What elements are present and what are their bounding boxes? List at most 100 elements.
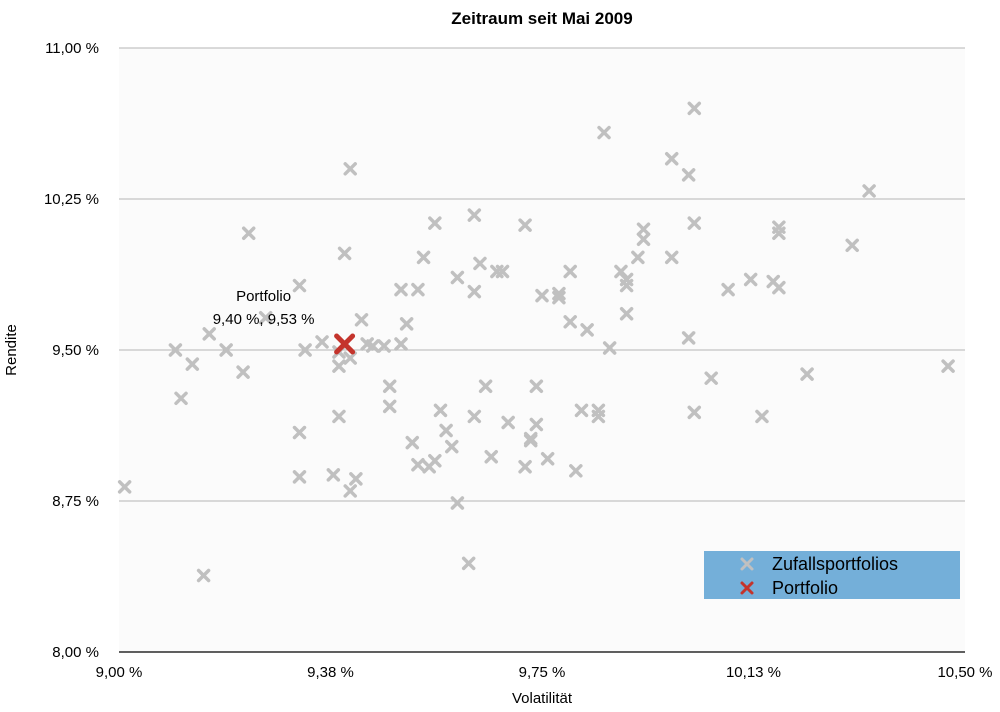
gridlines [119, 47, 965, 502]
random-portfolio-point [574, 403, 589, 418]
random-portfolio-point-stroke [495, 264, 510, 279]
x-tick-label: 10,13 % [726, 664, 781, 681]
random-portfolio-point [687, 101, 702, 116]
random-portfolio-point-stroke [236, 365, 250, 379]
random-portfolio-point-stroke [484, 449, 498, 464]
legend-label: Portfolio [772, 578, 838, 598]
random-portfolio-point-stroke [337, 246, 352, 261]
random-portfolio-point-stroke [591, 403, 606, 418]
legend-item: Zufallsportfolios [740, 554, 898, 574]
y-tick-label: 10,25 % [44, 191, 99, 208]
random-portfolio-point-stroke [501, 415, 515, 430]
random-portfolio-point [428, 216, 442, 230]
random-portfolio-point [461, 556, 476, 571]
random-portfolio-point-stroke [258, 311, 273, 325]
random-portfolio-point [292, 470, 307, 484]
portfolio-point [334, 333, 356, 355]
data-points [117, 101, 955, 583]
random-portfolio-point [258, 311, 273, 325]
chart-title: Zeitraum seit Mai 2009 [451, 9, 632, 28]
random-portfolio-point [862, 184, 876, 198]
random-portfolio-point-stroke [563, 315, 577, 329]
random-portfolio-point-stroke [631, 250, 645, 265]
random-portfolio-point [219, 343, 233, 357]
random-portfolio-point [405, 435, 420, 450]
random-portfolio-point-stroke [450, 496, 465, 510]
random-portfolio-point-stroke [941, 359, 955, 373]
random-portfolio-point-stroke [535, 288, 549, 303]
random-portfolio-point [185, 357, 200, 371]
random-portfolio-point [664, 151, 679, 166]
random-portfolio-point-stroke [315, 335, 329, 349]
random-portfolio-point [377, 339, 391, 353]
random-portfolio-point-stroke [377, 339, 391, 353]
y-tick-label: 11,00 % [45, 40, 99, 57]
random-portfolio-point-stroke [563, 264, 577, 279]
random-portfolio-point-stroke [574, 403, 589, 418]
random-portfolio-point [467, 409, 482, 424]
random-portfolio-point-stroke [614, 264, 628, 279]
random-portfolio-point-stroke [681, 331, 696, 345]
random-portfolio-point [941, 359, 955, 373]
random-portfolio-point-stroke [800, 367, 814, 381]
random-portfolio-point-stroke [343, 484, 357, 498]
y-tick-label: 8,00 % [52, 644, 99, 661]
random-portfolio-point-stroke [411, 282, 425, 297]
random-portfolio-point-stroke [619, 307, 634, 321]
random-portfolio-point [478, 379, 493, 393]
random-portfolio-point-stroke [428, 216, 442, 230]
random-portfolio-point [743, 272, 758, 287]
random-portfolio-point-stroke [636, 222, 651, 236]
random-portfolio-point [845, 238, 859, 253]
y-tick-label: 9,50 % [52, 342, 99, 359]
random-portfolio-point [681, 331, 696, 345]
random-portfolio-point [394, 337, 408, 351]
random-portfolio-point-stroke [755, 409, 769, 424]
random-portfolio-point-stroke [394, 282, 408, 297]
random-portfolio-point-stroke [580, 323, 594, 337]
legend-box [704, 551, 960, 599]
random-portfolio-point-stroke [478, 379, 493, 393]
random-portfolio-point [569, 464, 583, 478]
random-portfolio-point [445, 439, 459, 454]
random-portfolio-point [236, 365, 250, 379]
random-portfolio-point-stroke [552, 286, 566, 301]
random-portfolio-point-stroke [117, 480, 132, 494]
x-tick-label: 9,75 % [519, 664, 566, 681]
random-portfolio-point [349, 472, 363, 486]
y-tick-label: 8,75 % [52, 493, 99, 510]
portfolio-point-stroke [334, 333, 356, 355]
random-portfolio-point [326, 468, 341, 482]
random-portfolio-point [337, 246, 352, 261]
random-portfolio-point [117, 480, 132, 494]
random-portfolio-point-stroke [518, 460, 532, 474]
random-portfolio-point-stroke [326, 468, 341, 482]
random-portfolio-point-stroke [433, 403, 448, 418]
random-portfolio-point [467, 284, 482, 299]
random-portfolio-point-stroke [540, 451, 555, 466]
annotation-value: 9,40 %, 9,53 % [213, 311, 315, 328]
random-portfolio-point-stroke [845, 238, 859, 253]
random-portfolio-point [332, 409, 346, 424]
random-portfolio-point [597, 125, 611, 140]
random-portfolio-point [636, 222, 651, 236]
random-portfolio-point [174, 391, 188, 406]
random-portfolio-point [602, 341, 617, 355]
x-axis-label: Volatilität [512, 690, 573, 707]
random-portfolio-point-stroke [743, 272, 758, 287]
random-portfolio-point [366, 339, 380, 353]
random-portfolio-point-stroke [602, 341, 617, 355]
annotation-title: Portfolio [236, 288, 291, 305]
random-portfolio-point [563, 315, 577, 329]
annotations: Portfolio 9,40 %, 9,53 % [213, 288, 315, 328]
random-portfolio-point-stroke [411, 458, 425, 472]
random-portfolio-point [540, 451, 555, 466]
random-portfolio-point [591, 403, 606, 418]
random-portfolio-point-stroke [168, 343, 183, 357]
random-portfolio-point [529, 379, 544, 393]
random-portfolio-point [636, 232, 651, 247]
random-portfolio-point [394, 282, 408, 297]
random-portfolio-point [619, 307, 634, 321]
random-portfolio-point [484, 449, 498, 464]
